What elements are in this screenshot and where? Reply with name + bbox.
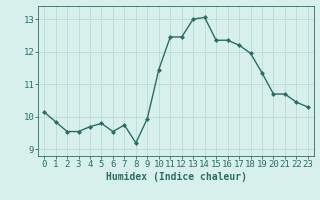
X-axis label: Humidex (Indice chaleur): Humidex (Indice chaleur)	[106, 172, 246, 182]
